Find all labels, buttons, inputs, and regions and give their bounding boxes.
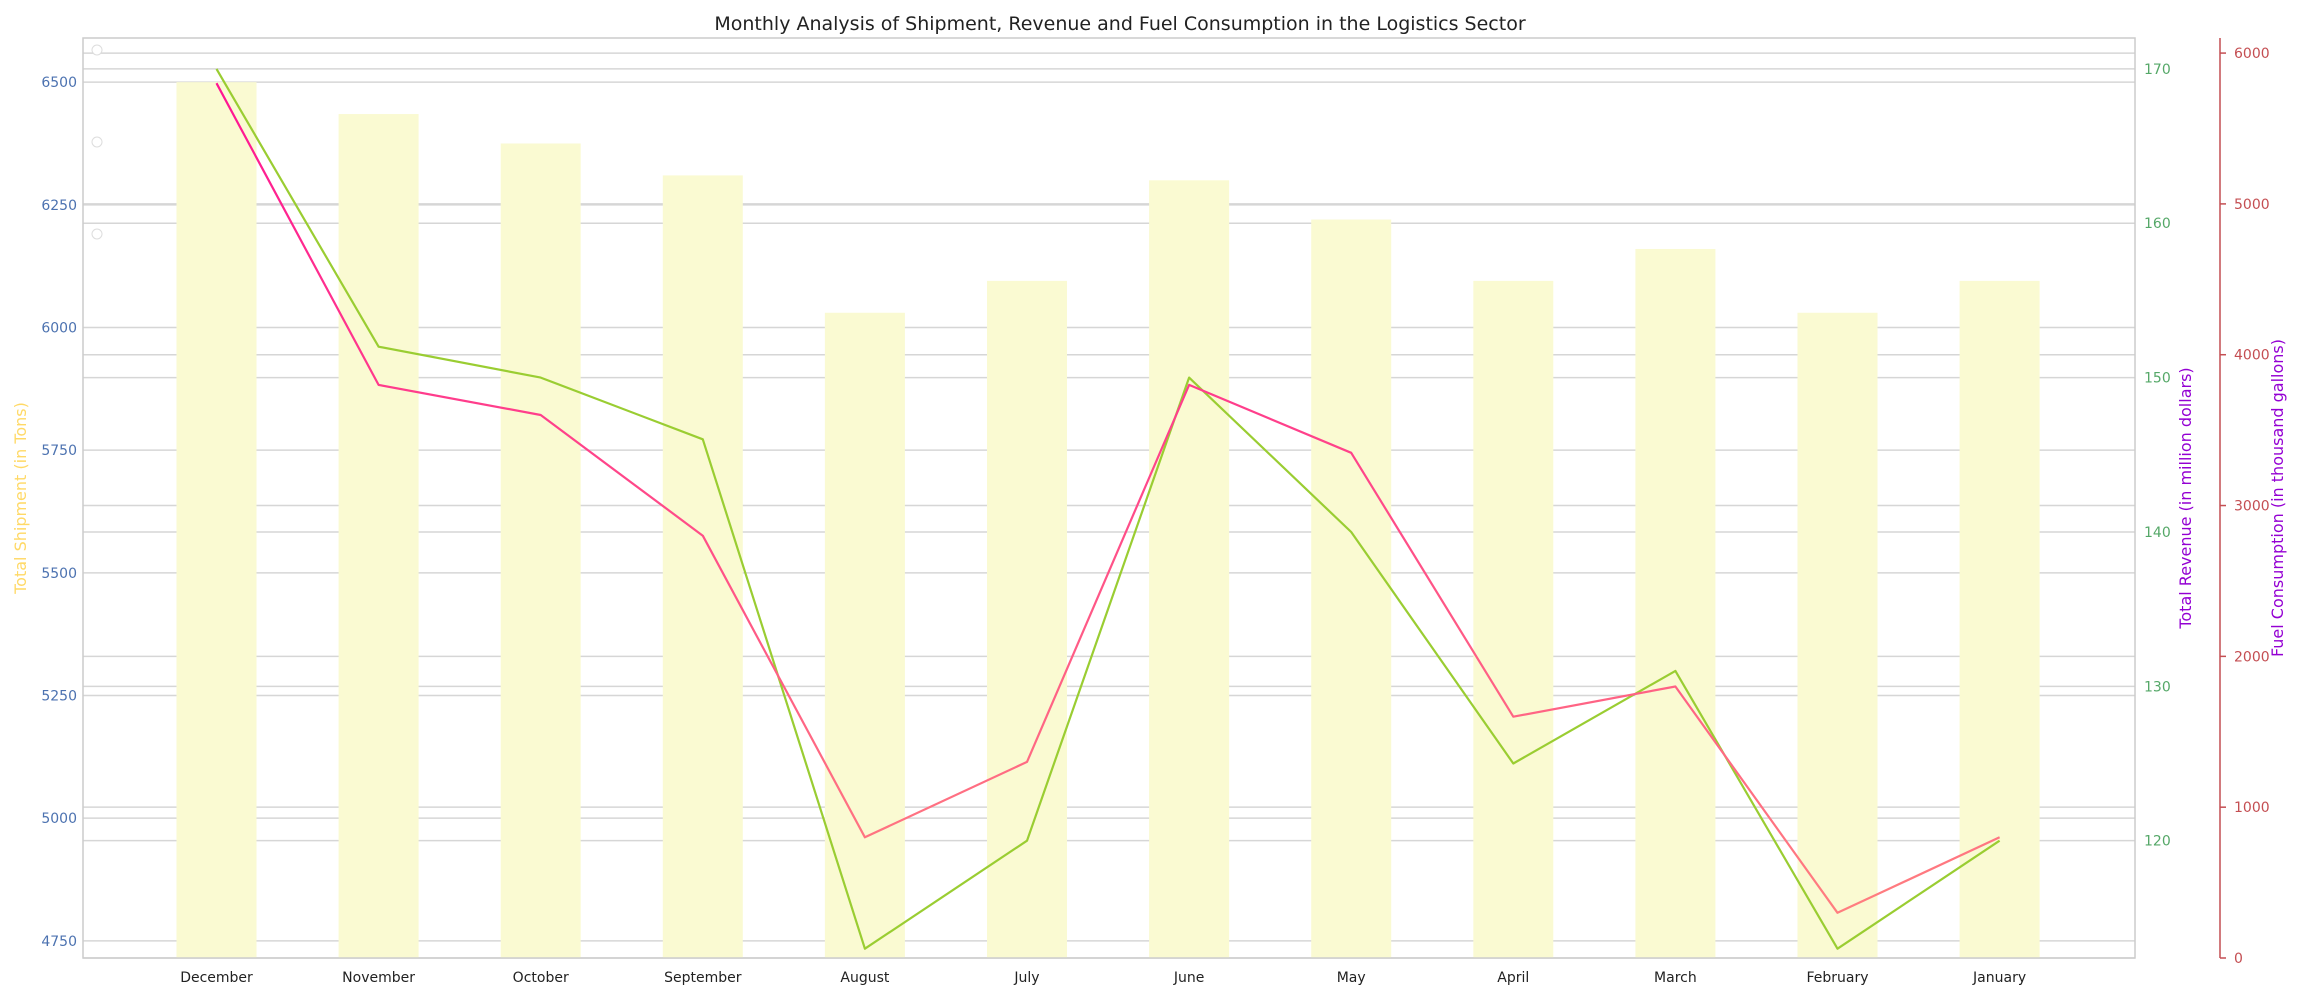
bar-total-shipment: [662, 175, 743, 959]
right2-axis-label: Fuel Consumption (in thousand gallons): [2268, 339, 2287, 657]
left-tick-label: 6000: [41, 320, 77, 336]
right1-tick-label: 170: [2144, 62, 2171, 78]
series-lines: [215, 68, 2001, 950]
line-total-revenue: [215, 68, 2001, 950]
left-tick-label: 5500: [41, 566, 77, 582]
left-tick-label: 5000: [41, 811, 77, 827]
right2-tick-label: 3000: [2234, 499, 2270, 515]
bar-total-shipment: [500, 143, 581, 958]
left-axis-label: Total Shipment (in Tons): [11, 402, 30, 595]
left-tick-label: 6500: [41, 75, 77, 91]
shipment-bars: [176, 82, 2040, 959]
left-tick-label: 5250: [41, 688, 77, 704]
legend-marker: [91, 44, 103, 56]
bar-total-shipment: [824, 312, 905, 959]
right2-tick-label: 6000: [2234, 46, 2270, 62]
legend-marker: [91, 228, 103, 240]
x-tick-label: May: [1337, 970, 1366, 986]
x-tick-label: February: [1806, 970, 1868, 986]
right1-tick-label: 120: [2144, 834, 2171, 850]
x-tick-label: October: [513, 970, 569, 986]
right1-axis-label: Total Revenue (in million dollars): [2176, 367, 2195, 629]
legend-marker: [91, 136, 103, 148]
x-tick-label: August: [840, 970, 890, 986]
right2-tick-label: 5000: [2234, 197, 2270, 213]
bar-total-shipment: [1635, 248, 1716, 958]
line-fuel-consumption: [215, 82, 2001, 914]
x-tick-label: November: [342, 970, 415, 986]
x-tick-label: January: [1972, 970, 2026, 986]
right2-tick-label: 2000: [2234, 649, 2270, 665]
right2-tick-label: 1000: [2234, 800, 2270, 816]
bar-total-shipment: [338, 114, 419, 958]
legend-markers: [91, 44, 103, 240]
chart-title: Monthly Analysis of Shipment, Revenue an…: [714, 13, 1525, 35]
right2-tick-label: 0: [2234, 951, 2243, 967]
x-tick-label: December: [180, 970, 253, 986]
x-tick-label: June: [1173, 970, 1205, 986]
right2-tick-label: 4000: [2234, 348, 2270, 364]
bar-total-shipment: [1797, 312, 1878, 959]
grid: [83, 52, 2135, 959]
x-tick-label: September: [664, 970, 742, 986]
bar-total-shipment: [1311, 219, 1392, 959]
right1-tick-label: 160: [2144, 216, 2171, 232]
left-tick-label: 6250: [41, 198, 77, 214]
bar-total-shipment: [176, 82, 257, 958]
axes: December November October September August Ju…: [41, 38, 2270, 986]
x-tick-label: July: [1013, 970, 1039, 986]
x-tick-label: April: [1497, 970, 1529, 986]
bar-total-shipment: [1149, 180, 1230, 958]
bar-total-shipment: [1959, 280, 2040, 958]
bar-total-shipment: [987, 280, 1067, 958]
bar-total-shipment: [1473, 280, 1554, 958]
x-tick-label: March: [1654, 970, 1697, 986]
left-tick-label: 4750: [41, 934, 77, 950]
right1-tick-label: 140: [2144, 525, 2171, 541]
left-tick-label: 5750: [41, 443, 77, 459]
plot-frame: [82, 37, 2136, 959]
right1-tick-label: 150: [2144, 371, 2171, 387]
right1-tick-label: 130: [2144, 679, 2171, 695]
